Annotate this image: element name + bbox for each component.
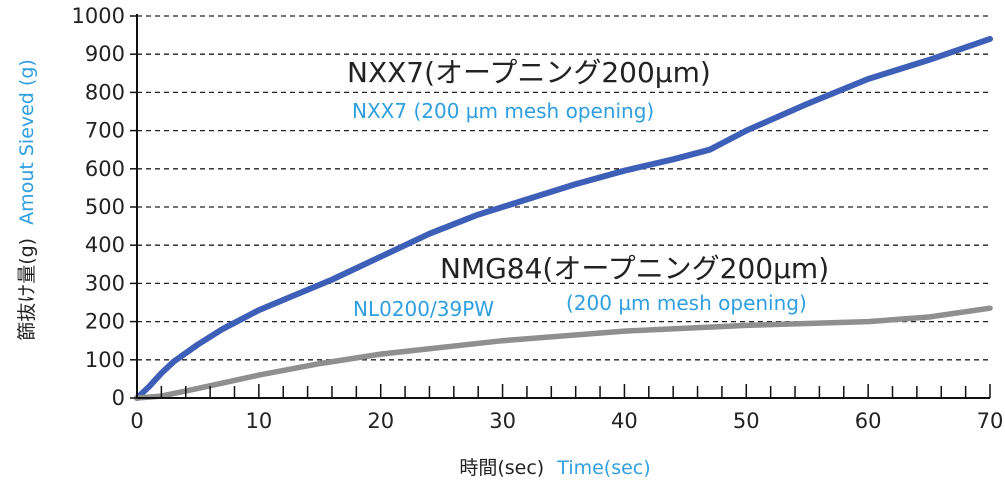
nxx7-series-line (134, 35, 993, 401)
series-layer (134, 35, 993, 401)
x-axis-label-jp: 時間(sec) (459, 457, 544, 479)
nxx7-annotation-jp: NXX7(オープニング200µm) (347, 56, 711, 89)
y-tick-label: 1000 (72, 4, 125, 28)
axis-layer (130, 14, 991, 399)
grid-layer (137, 15, 990, 361)
y-axis-label: 篩抜け量(g) Amout Sieved (g) (16, 59, 38, 341)
y-axis-label-jp: 篩抜け量(g) (16, 238, 38, 341)
x-tick-label: 20 (367, 409, 394, 433)
y-tick-label: 600 (85, 157, 125, 181)
y-tick-label: 0 (112, 386, 125, 410)
y-tick-label: 300 (85, 271, 125, 295)
y-tick-label: 100 (85, 348, 125, 372)
y-axis-label-en: Amout Sieved (g) (16, 59, 38, 225)
y-tick-label: 500 (85, 195, 125, 219)
x-tick-label: 40 (611, 409, 638, 433)
nmg84-series-line (134, 305, 993, 401)
x-tick-label: 50 (733, 409, 760, 433)
x-tick-label: 70 (977, 409, 1004, 433)
x-tick-label: 10 (245, 409, 272, 433)
x-tick-label: 0 (130, 409, 143, 433)
y-tick-label: 800 (85, 80, 125, 104)
tick-label-layer: 0 100 200 300 400 500 600 700 800 900 1000 0 10 20 30 4… (72, 4, 1004, 433)
y-tick-label: 900 (85, 42, 125, 66)
y-tick-label: 400 (85, 233, 125, 257)
nmg84-annotation-en-left: NL0200/39PW (353, 297, 494, 321)
y-tick-label: 700 (85, 119, 125, 143)
x-axis-label: 時間(sec) Time(sec) (459, 457, 650, 479)
nmg84-annotation-jp: NMG84(オープニング200µm) (440, 252, 829, 285)
x-axis-label-en: Time(sec) (556, 457, 650, 479)
y-tick-label: 200 (85, 310, 125, 334)
nmg84-annotation-en-right: (200 µm mesh opening) (566, 291, 807, 315)
x-tick-label: 30 (489, 409, 516, 433)
x-tick-label: 60 (855, 409, 882, 433)
nxx7-annotation-en: NXX7 (200 µm mesh opening) (352, 99, 654, 123)
